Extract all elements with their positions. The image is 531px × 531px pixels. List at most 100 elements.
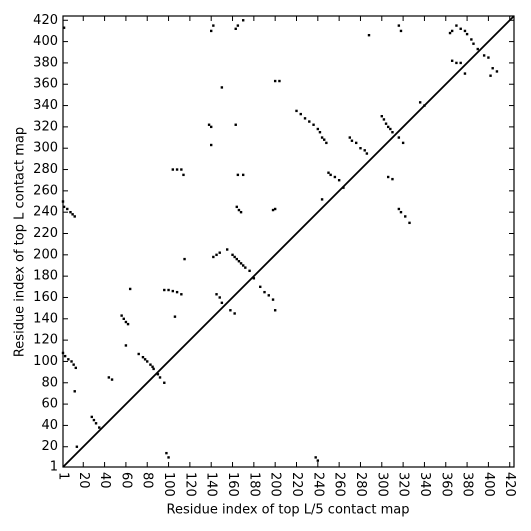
contact-point xyxy=(239,210,243,214)
contact-point xyxy=(389,127,392,131)
contact-point xyxy=(278,79,281,83)
contact-point xyxy=(350,139,354,142)
contact-point xyxy=(308,120,311,123)
y-tick-label: 140 xyxy=(33,311,58,326)
contact-point xyxy=(267,294,270,297)
y-tick-label: 200 xyxy=(33,247,58,262)
contact-point xyxy=(244,266,247,269)
y-tick-label: 180 xyxy=(33,269,58,284)
contact-point xyxy=(220,301,224,305)
contact-point xyxy=(271,298,275,301)
y-tick-label: 120 xyxy=(33,333,58,348)
y-tick-label: 20 xyxy=(41,439,58,454)
contact-point xyxy=(90,415,93,419)
contact-point xyxy=(67,358,70,361)
contact-point xyxy=(455,24,458,27)
contact-point xyxy=(329,173,332,177)
contact-point xyxy=(241,173,245,177)
contact-point xyxy=(66,207,69,211)
contact-point xyxy=(399,29,403,33)
y-tick-label: 220 xyxy=(33,226,58,241)
x-tick-label: 100 xyxy=(161,472,176,497)
y-tick-label: 380 xyxy=(33,55,58,70)
y-tick-label: 160 xyxy=(33,290,58,305)
contact-point xyxy=(295,109,298,113)
contact-point xyxy=(215,293,218,296)
x-tick-label: 220 xyxy=(289,472,304,497)
y-tick-label: 240 xyxy=(33,205,58,220)
contact-point xyxy=(472,42,475,45)
y-tick-label: 60 xyxy=(41,397,58,412)
contact-point xyxy=(399,210,403,214)
contact-point xyxy=(215,253,218,257)
contact-point xyxy=(212,255,215,259)
contact-point xyxy=(408,221,411,225)
contact-point xyxy=(327,171,330,174)
x-tick-label: 360 xyxy=(438,472,453,497)
contact-point xyxy=(333,175,337,179)
contact-point xyxy=(207,123,211,126)
contact-point xyxy=(316,459,320,462)
contact-point xyxy=(180,293,183,296)
x-tick-label: 400 xyxy=(481,472,496,497)
diagonal xyxy=(62,15,515,468)
contact-point xyxy=(171,289,175,293)
contact-point xyxy=(263,290,266,294)
x-tick-label: 40 xyxy=(97,472,112,489)
y-tick-label: 80 xyxy=(41,375,58,390)
contact-point xyxy=(320,198,324,201)
contact-point xyxy=(495,70,499,73)
contact-point xyxy=(236,24,240,27)
contact-point xyxy=(152,367,155,371)
contact-point xyxy=(391,177,394,181)
contact-point xyxy=(241,19,245,22)
contact-point xyxy=(273,79,277,83)
contact-point xyxy=(459,27,462,30)
contact-point xyxy=(71,213,74,216)
y-tick-label: 260 xyxy=(33,183,58,198)
contact-point xyxy=(171,168,175,171)
contact-point xyxy=(342,186,345,189)
contact-point xyxy=(235,205,238,209)
contact-point xyxy=(316,127,320,131)
contact-point xyxy=(158,376,162,379)
contact-point xyxy=(491,67,494,70)
contact-point xyxy=(236,173,240,177)
contact-point xyxy=(234,123,237,126)
contact-point xyxy=(92,418,96,422)
y-tick-label: 420 xyxy=(33,13,58,28)
contact-point xyxy=(73,390,76,393)
contact-point xyxy=(418,101,422,104)
contact-point xyxy=(175,168,179,171)
contact-point xyxy=(299,112,302,116)
contact-point xyxy=(470,38,473,41)
contact-point xyxy=(74,366,77,370)
contact-point xyxy=(124,320,128,324)
x-tick-label: 140 xyxy=(204,472,219,497)
contact-point xyxy=(489,74,492,77)
contact-point xyxy=(233,255,236,259)
contact-point xyxy=(248,269,251,273)
contact-point xyxy=(312,123,315,126)
contact-point xyxy=(124,344,128,347)
plot-frame xyxy=(62,15,515,468)
contact-point xyxy=(386,175,390,179)
x-tick-label: 80 xyxy=(140,472,155,489)
contact-point xyxy=(167,456,170,459)
y-tick-label: 340 xyxy=(33,98,58,113)
contact-point xyxy=(137,352,140,356)
contact-point xyxy=(210,29,213,33)
contact-point xyxy=(337,178,341,182)
contact-point xyxy=(404,215,407,218)
contact-point xyxy=(175,290,179,294)
y-tick-label: 300 xyxy=(33,141,58,156)
contact-point xyxy=(273,309,277,312)
contact-point xyxy=(450,29,454,33)
contact-point xyxy=(75,445,79,448)
contact-point xyxy=(271,208,275,212)
contact-point xyxy=(61,200,65,203)
contact-point xyxy=(386,125,390,129)
contact-point xyxy=(382,118,386,121)
contact-point xyxy=(355,141,358,145)
